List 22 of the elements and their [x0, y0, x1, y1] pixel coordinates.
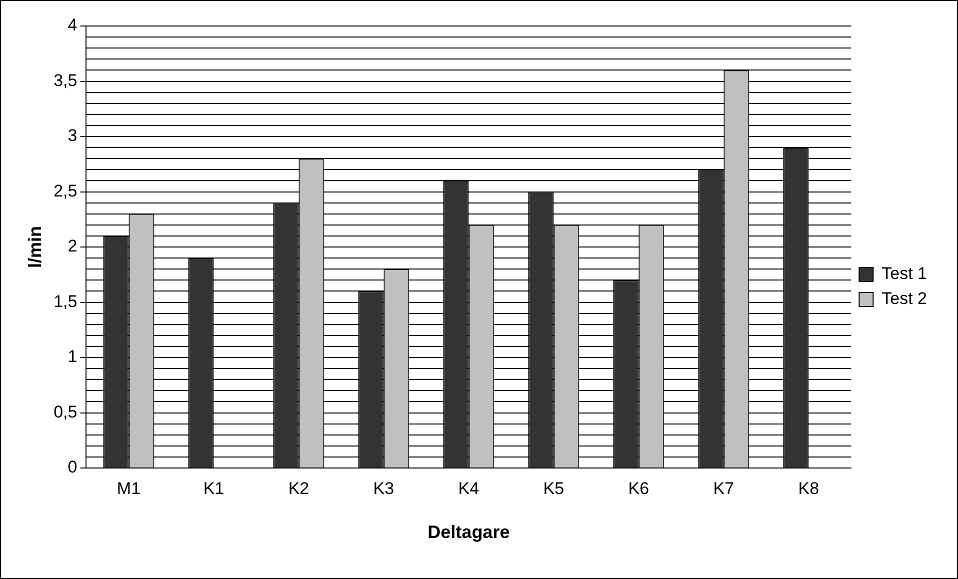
y-tick-label: 0,5 [54, 402, 78, 422]
y-tick-label: 2 [68, 236, 78, 256]
legend-label: Test 2 [882, 289, 928, 308]
x-tick-label: K7 [713, 478, 734, 498]
y-axis-title: l/min [24, 226, 45, 268]
x-tick-label: K2 [288, 478, 310, 498]
x-tick-label: K3 [373, 478, 394, 498]
x-tick-label: K6 [628, 478, 650, 498]
y-tick-label: 1,5 [54, 292, 78, 311]
x-tick-label: K1 [203, 478, 224, 498]
y-tick-label: 2,5 [54, 181, 78, 200]
y-tick-label: 3,5 [54, 70, 78, 90]
x-axis-title: Deltagare [428, 522, 510, 542]
y-tick-label: 0 [68, 458, 78, 477]
x-tick-label: K4 [458, 478, 480, 498]
y-tick-label: 4 [68, 16, 78, 35]
x-tick-label: K8 [798, 478, 820, 498]
y-tick-label: 3 [68, 126, 78, 146]
x-tick-label: M1 [116, 478, 141, 498]
y-tick-label: 1 [68, 347, 78, 366]
legend-label: Test 1 [882, 264, 928, 284]
x-tick-label: K5 [543, 478, 564, 498]
